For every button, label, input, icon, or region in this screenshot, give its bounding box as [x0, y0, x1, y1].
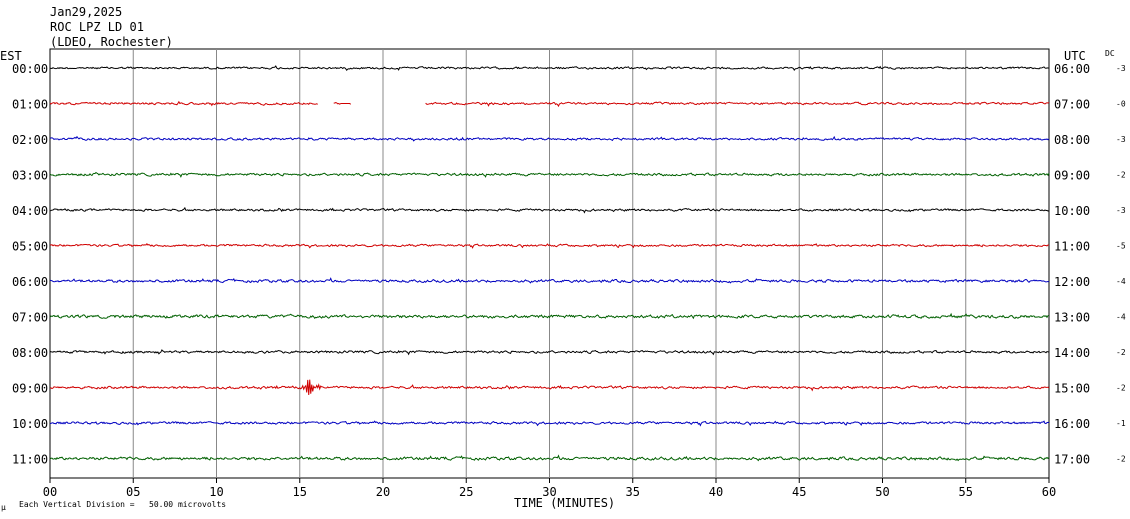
- trace-0300: [49, 171, 1050, 178]
- scale-note: Each Vertical Division = 50.00 microvolt…: [19, 500, 226, 509]
- date-label: Jan29,2025: [50, 5, 122, 19]
- est-hour-label: 08:00: [12, 346, 48, 360]
- dc-offset-label: -2: [1116, 171, 1126, 180]
- utc-hour-label: 17:00: [1054, 453, 1090, 467]
- utc-hour-label: 11:00: [1054, 240, 1090, 254]
- utc-hour-label: 10:00: [1054, 204, 1090, 218]
- x-tick-label: 60: [1042, 485, 1056, 499]
- vertical-gridlines: [132, 49, 967, 478]
- trace-0000: [49, 65, 1050, 71]
- x-tick-label: 55: [959, 485, 973, 499]
- corner-mark: μ: [1, 503, 6, 512]
- est-hour-label: 11:00: [12, 453, 48, 467]
- x-tick-label: 50: [875, 485, 889, 499]
- network-label: (LDEO, Rochester): [50, 35, 173, 49]
- est-hour-label: 01:00: [12, 98, 48, 112]
- trace-0400: [49, 206, 1050, 214]
- utc-hour-label: 06:00: [1054, 62, 1090, 76]
- est-hour-label: 03:00: [12, 169, 48, 183]
- x-tick-label: 10: [209, 485, 223, 499]
- row-labels: 00:00 06:00 -3 01:00 07:00 -0 02:00 08:00 -3 03:0…: [12, 62, 1126, 467]
- seismic-traces: [49, 65, 1050, 462]
- dc-offset-label: -4: [1116, 313, 1126, 322]
- dc-offset-label: -2: [1116, 455, 1126, 464]
- dc-offset-label: -3: [1116, 64, 1126, 73]
- x-tick-label: 20: [376, 485, 390, 499]
- x-tick-label: 25: [459, 485, 473, 499]
- dc-offset-label: -0: [1116, 100, 1126, 109]
- dc-offset-label: -3: [1116, 206, 1126, 215]
- utc-hour-label: 13:00: [1054, 311, 1090, 325]
- trace-0100: [49, 100, 1050, 108]
- utc-axis-title: UTC: [1064, 49, 1086, 63]
- dc-offset-label: -1: [1116, 419, 1126, 428]
- est-hour-label: 10:00: [12, 417, 48, 431]
- dc-offset-label: -4: [1116, 277, 1126, 286]
- trace-0600: [49, 277, 1050, 284]
- x-tick-label: 40: [709, 485, 723, 499]
- trace-0800: [49, 349, 1050, 356]
- est-hour-label: 02:00: [12, 133, 48, 147]
- utc-hour-label: 08:00: [1054, 133, 1090, 147]
- est-hour-label: 06:00: [12, 275, 48, 289]
- utc-hour-label: 14:00: [1054, 346, 1090, 360]
- x-tick-label: 00: [43, 485, 57, 499]
- dc-offset-label: -2: [1116, 348, 1126, 357]
- x-axis-label: TIME (MINUTES): [514, 496, 615, 510]
- est-hour-label: 05:00: [12, 240, 48, 254]
- est-hour-label: 04:00: [12, 204, 48, 218]
- x-tick-label: 05: [126, 485, 140, 499]
- dc-offset-label: -3: [1116, 135, 1126, 144]
- dc-column-title: DC: [1105, 49, 1115, 58]
- dc-offset-label: -5: [1116, 242, 1126, 251]
- x-tick-label: 15: [293, 485, 307, 499]
- x-axis-ticks: 00 05 10 15 20 25 30 35 40 45 50 55 60: [43, 478, 1056, 499]
- dc-offset-label: -2: [1116, 384, 1126, 393]
- est-axis-title: EST: [0, 49, 22, 63]
- x-tick-label: 30: [542, 485, 556, 499]
- utc-hour-label: 15:00: [1054, 382, 1090, 396]
- x-tick-label: 45: [792, 485, 806, 499]
- trace-0500: [49, 243, 1050, 249]
- trace-1100: [49, 454, 1050, 462]
- est-hour-label: 00:00: [12, 62, 48, 76]
- station-label: ROC LPZ LD 01: [50, 20, 144, 34]
- utc-hour-label: 09:00: [1054, 169, 1090, 183]
- est-hour-label: 07:00: [12, 311, 48, 325]
- utc-hour-label: 07:00: [1054, 98, 1090, 112]
- trace-1000: [49, 420, 1050, 427]
- trace-0700: [49, 312, 1050, 320]
- est-hour-label: 09:00: [12, 382, 48, 396]
- trace-0200: [49, 135, 1050, 142]
- utc-hour-label: 12:00: [1054, 275, 1090, 289]
- trace-0900: [49, 379, 1050, 395]
- utc-hour-label: 16:00: [1054, 417, 1090, 431]
- x-tick-label: 35: [626, 485, 640, 499]
